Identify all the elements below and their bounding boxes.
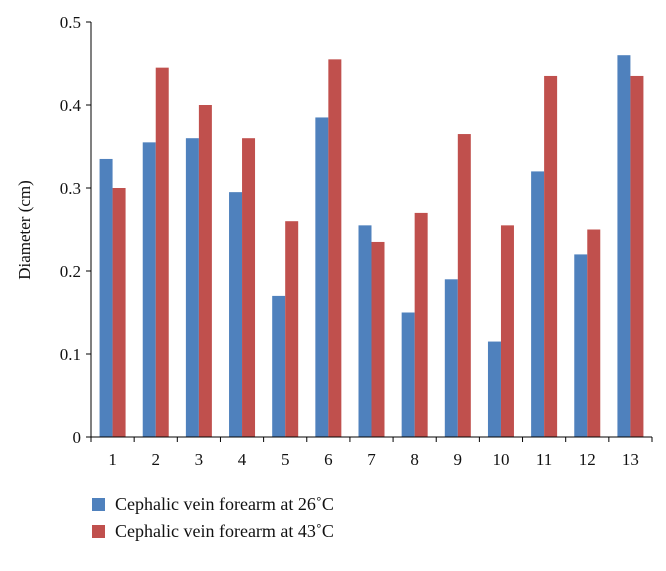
- bar-series-2-cat-13: [630, 75, 644, 437]
- bar-series-1-cat-3: [185, 138, 199, 437]
- x-tick-label: 9: [454, 450, 463, 469]
- legend-label-2: Cephalic vein forearm at 43˚C: [115, 521, 334, 541]
- bar-series-1-cat-4: [229, 192, 243, 437]
- bar-series-1-cat-11: [531, 171, 545, 437]
- bar-series-1-cat-6: [315, 117, 329, 437]
- bar-series-1-cat-10: [487, 341, 501, 437]
- bar-series-2-cat-2: [155, 67, 169, 438]
- x-tick-label: 2: [151, 450, 160, 469]
- bar-series-2-cat-10: [500, 225, 514, 437]
- bar-series-1-cat-7: [358, 225, 372, 437]
- bar-series-2-cat-5: [285, 221, 299, 437]
- y-tick-label: 0.2: [60, 262, 81, 281]
- bars-group: [99, 55, 644, 438]
- x-tick-label: 4: [238, 450, 247, 469]
- x-tick-label: 6: [324, 450, 333, 469]
- legend-label-1: Cephalic vein forearm at 26˚C: [115, 494, 334, 514]
- x-axis-ticks: 1 2 3 4 5 6 7 8 9 10 11 12 13: [90, 437, 653, 469]
- x-tick-label: 1: [108, 450, 117, 469]
- bar-series-2-cat-7: [371, 241, 385, 437]
- x-tick-label: 5: [281, 450, 290, 469]
- y-tick-label: 0.5: [60, 13, 81, 32]
- legend-swatch-1: [92, 498, 105, 511]
- y-tick-label: 0.1: [60, 345, 81, 364]
- x-tick-label: 8: [410, 450, 419, 469]
- bar-series-1-cat-2: [142, 142, 156, 437]
- bar-series-2-cat-8: [414, 212, 428, 437]
- x-tick-label: 12: [579, 450, 596, 469]
- x-tick-label: 13: [622, 450, 639, 469]
- bar-series-1-cat-12: [574, 254, 588, 437]
- bar-series-2-cat-6: [328, 59, 342, 437]
- y-tick-label: 0.3: [60, 179, 81, 198]
- bar-series-1-cat-9: [444, 279, 458, 437]
- y-tick-label: 0: [73, 428, 82, 447]
- bar-series-2-cat-11: [544, 75, 558, 437]
- bar-series-2-cat-9: [457, 134, 471, 438]
- x-tick-label: 7: [367, 450, 376, 469]
- legend-swatch-2: [92, 525, 105, 538]
- x-tick-label: 11: [536, 450, 552, 469]
- bar-series-1-cat-5: [272, 295, 286, 437]
- bar-series-2-cat-12: [587, 229, 601, 437]
- y-axis-title: Diameter (cm): [15, 180, 34, 280]
- bar-series-1-cat-1: [99, 158, 113, 437]
- x-tick-label: 10: [492, 450, 509, 469]
- bar-series-2-cat-1: [112, 188, 126, 437]
- bar-series-1-cat-8: [401, 312, 415, 437]
- bar-series-2-cat-4: [242, 138, 256, 437]
- y-axis-ticks: 0 0.1 0.2 0.3 0.4 0.5: [60, 13, 91, 447]
- x-tick-label: 3: [195, 450, 204, 469]
- y-tick-label: 0.4: [60, 96, 82, 115]
- bar-series-2-cat-3: [198, 105, 212, 437]
- legend: Cephalic vein forearm at 26˚C Cephalic ve…: [92, 494, 334, 541]
- bar-series-1-cat-13: [617, 55, 631, 437]
